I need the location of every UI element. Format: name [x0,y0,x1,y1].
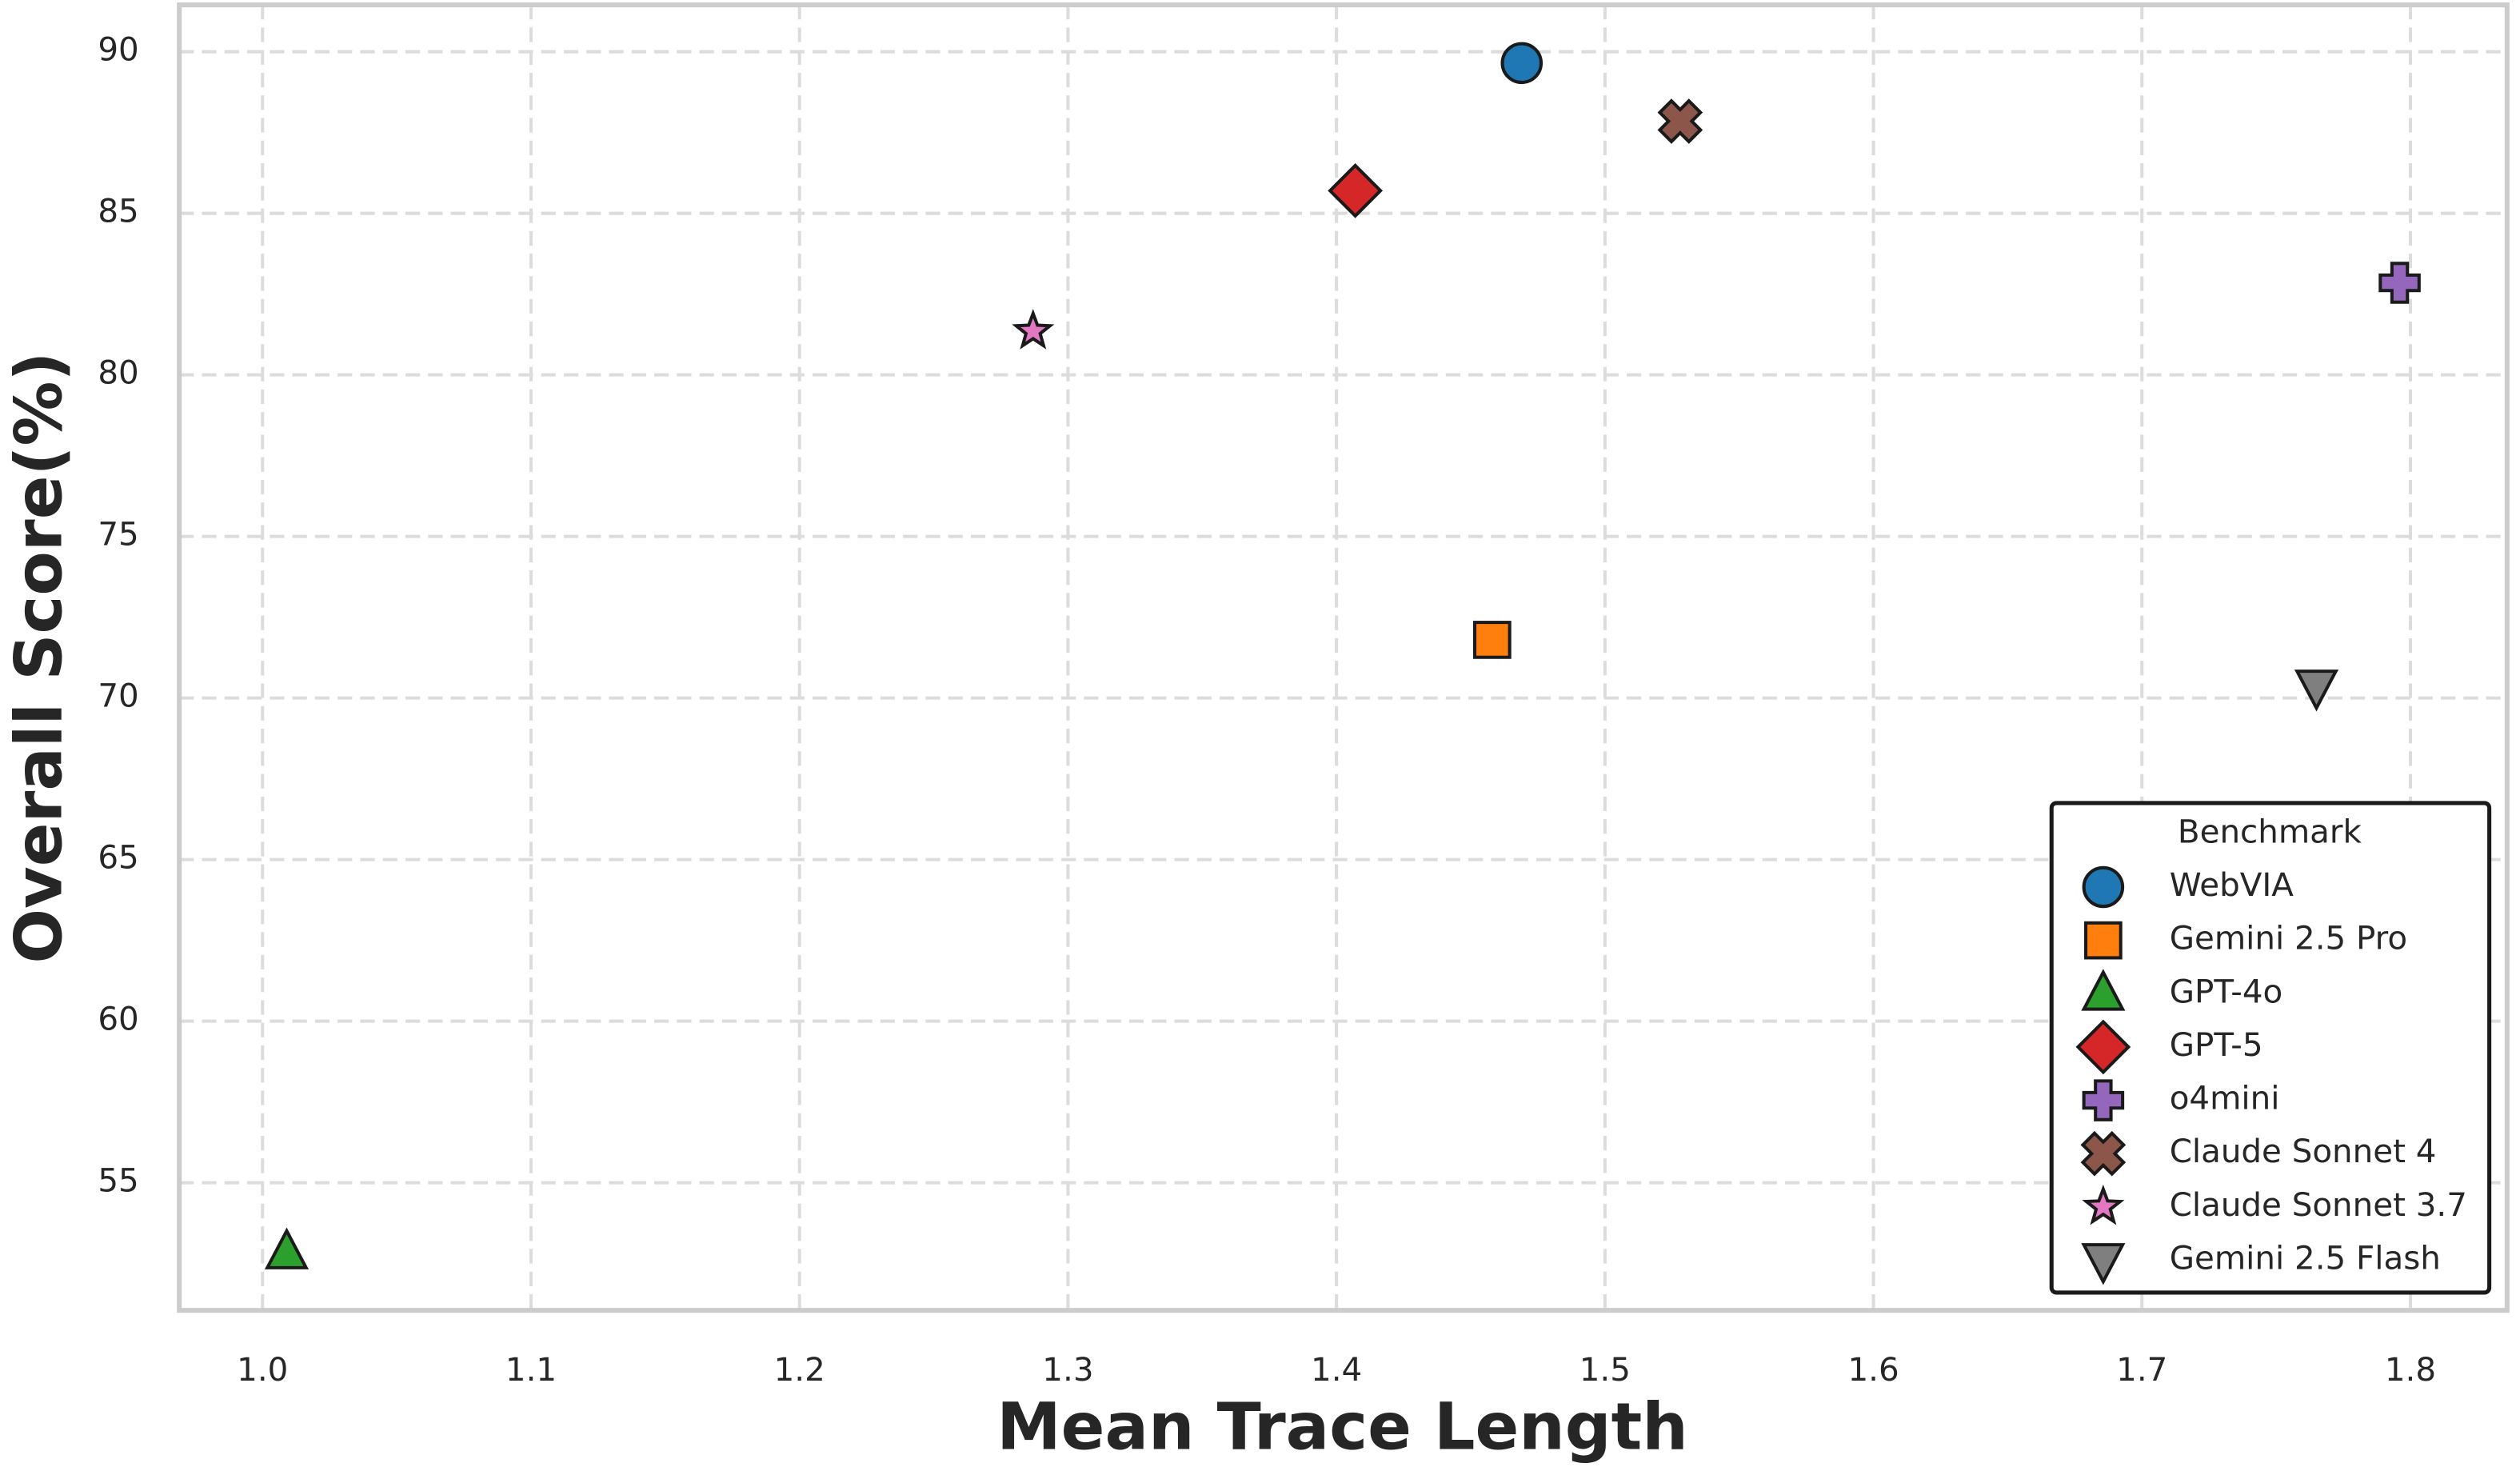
legend-box [2049,801,2492,1295]
x-tick-label: 1.4 [1311,1351,1362,1389]
legend-label: o4mini [2170,1080,2280,1117]
x-tick-label: 1.2 [774,1351,825,1389]
x-tick-label: 1.8 [2385,1351,2436,1389]
plot-frame [177,2,2510,1313]
legend-label: GPT-5 [2170,1026,2263,1064]
legend-label: Claude Sonnet 4 [2170,1133,2437,1170]
x-tick-label: 1.0 [237,1351,288,1389]
legend-label: Claude Sonnet 3.7 [2170,1186,2467,1224]
legend-label: Gemini 2.5 Flash [2170,1240,2441,1277]
marker [1473,621,1512,659]
x-tick-label: 1.3 [1042,1351,1093,1389]
x-axis-title: Mean Trace Length [996,1390,1687,1465]
y-tick-label: 80 [98,354,138,392]
legend-title: Benchmark [2178,813,2362,850]
marker [1500,42,1544,85]
legend-label: GPT-4o [2170,973,2283,1010]
marker [2082,1079,2125,1121]
marker [2080,1130,2127,1177]
y-tick-label: 55 [98,1162,138,1200]
x-tick-label: 1.7 [2116,1351,2167,1389]
legend-label: Gemini 2.5 Pro [2170,920,2407,957]
marker [2075,1019,2131,1075]
marker [2081,1243,2126,1285]
marker [1012,309,1055,350]
marker [1657,98,1703,144]
y-tick-label: 65 [98,839,138,877]
x-tick-label: 1.5 [1579,1351,1631,1389]
y-tick-label: 70 [98,678,138,715]
y-axis-title: Overall Score(%) [2,352,78,964]
marker [2082,865,2125,909]
y-tick-label: 75 [98,516,138,554]
marker [1328,163,1383,218]
marker [2081,969,2126,1011]
y-tick-label: 85 [98,193,138,230]
y-tick-label: 90 [98,31,138,69]
marker [2082,1184,2125,1225]
x-tick-label: 1.6 [1847,1351,1899,1389]
y-tick-label: 60 [98,1001,138,1038]
marker [2378,262,2421,304]
x-tick-label: 1.1 [505,1351,557,1389]
marker [264,1227,310,1269]
marker [2294,670,2339,712]
legend-label: WebVIA [2170,866,2294,904]
marker [2084,921,2123,960]
